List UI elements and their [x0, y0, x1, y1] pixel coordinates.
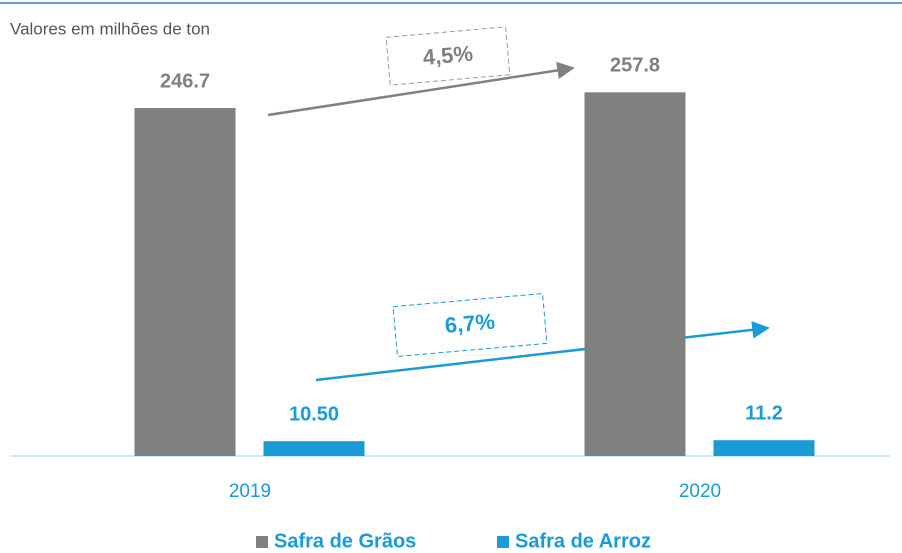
data-label: 257.8	[610, 55, 660, 77]
annotation-box: 6,7%	[392, 293, 548, 357]
annotation-box: 4,5%	[385, 26, 511, 86]
data-label: 11.2	[745, 402, 783, 424]
bar	[584, 92, 686, 456]
bar	[134, 107, 236, 457]
subtitle: Valores em milhões de ton	[10, 19, 210, 38]
legend-label: Safra de Arroz	[515, 530, 651, 552]
bar	[713, 440, 815, 456]
legend-label: Safra de Grãos	[274, 530, 416, 552]
data-label: 246.7	[160, 70, 210, 92]
x-tick-label: 2020	[679, 481, 721, 502]
trend-arrow	[315, 321, 770, 382]
legend-swatch	[497, 536, 509, 548]
annotation: 6,7%	[444, 309, 496, 338]
trend-arrow	[267, 61, 575, 117]
annotation: 4,5%	[422, 41, 474, 70]
legend-swatch	[256, 536, 268, 548]
bar	[263, 441, 365, 456]
x-tick-label: 2019	[229, 481, 271, 502]
data-label: 10.50	[289, 403, 339, 425]
